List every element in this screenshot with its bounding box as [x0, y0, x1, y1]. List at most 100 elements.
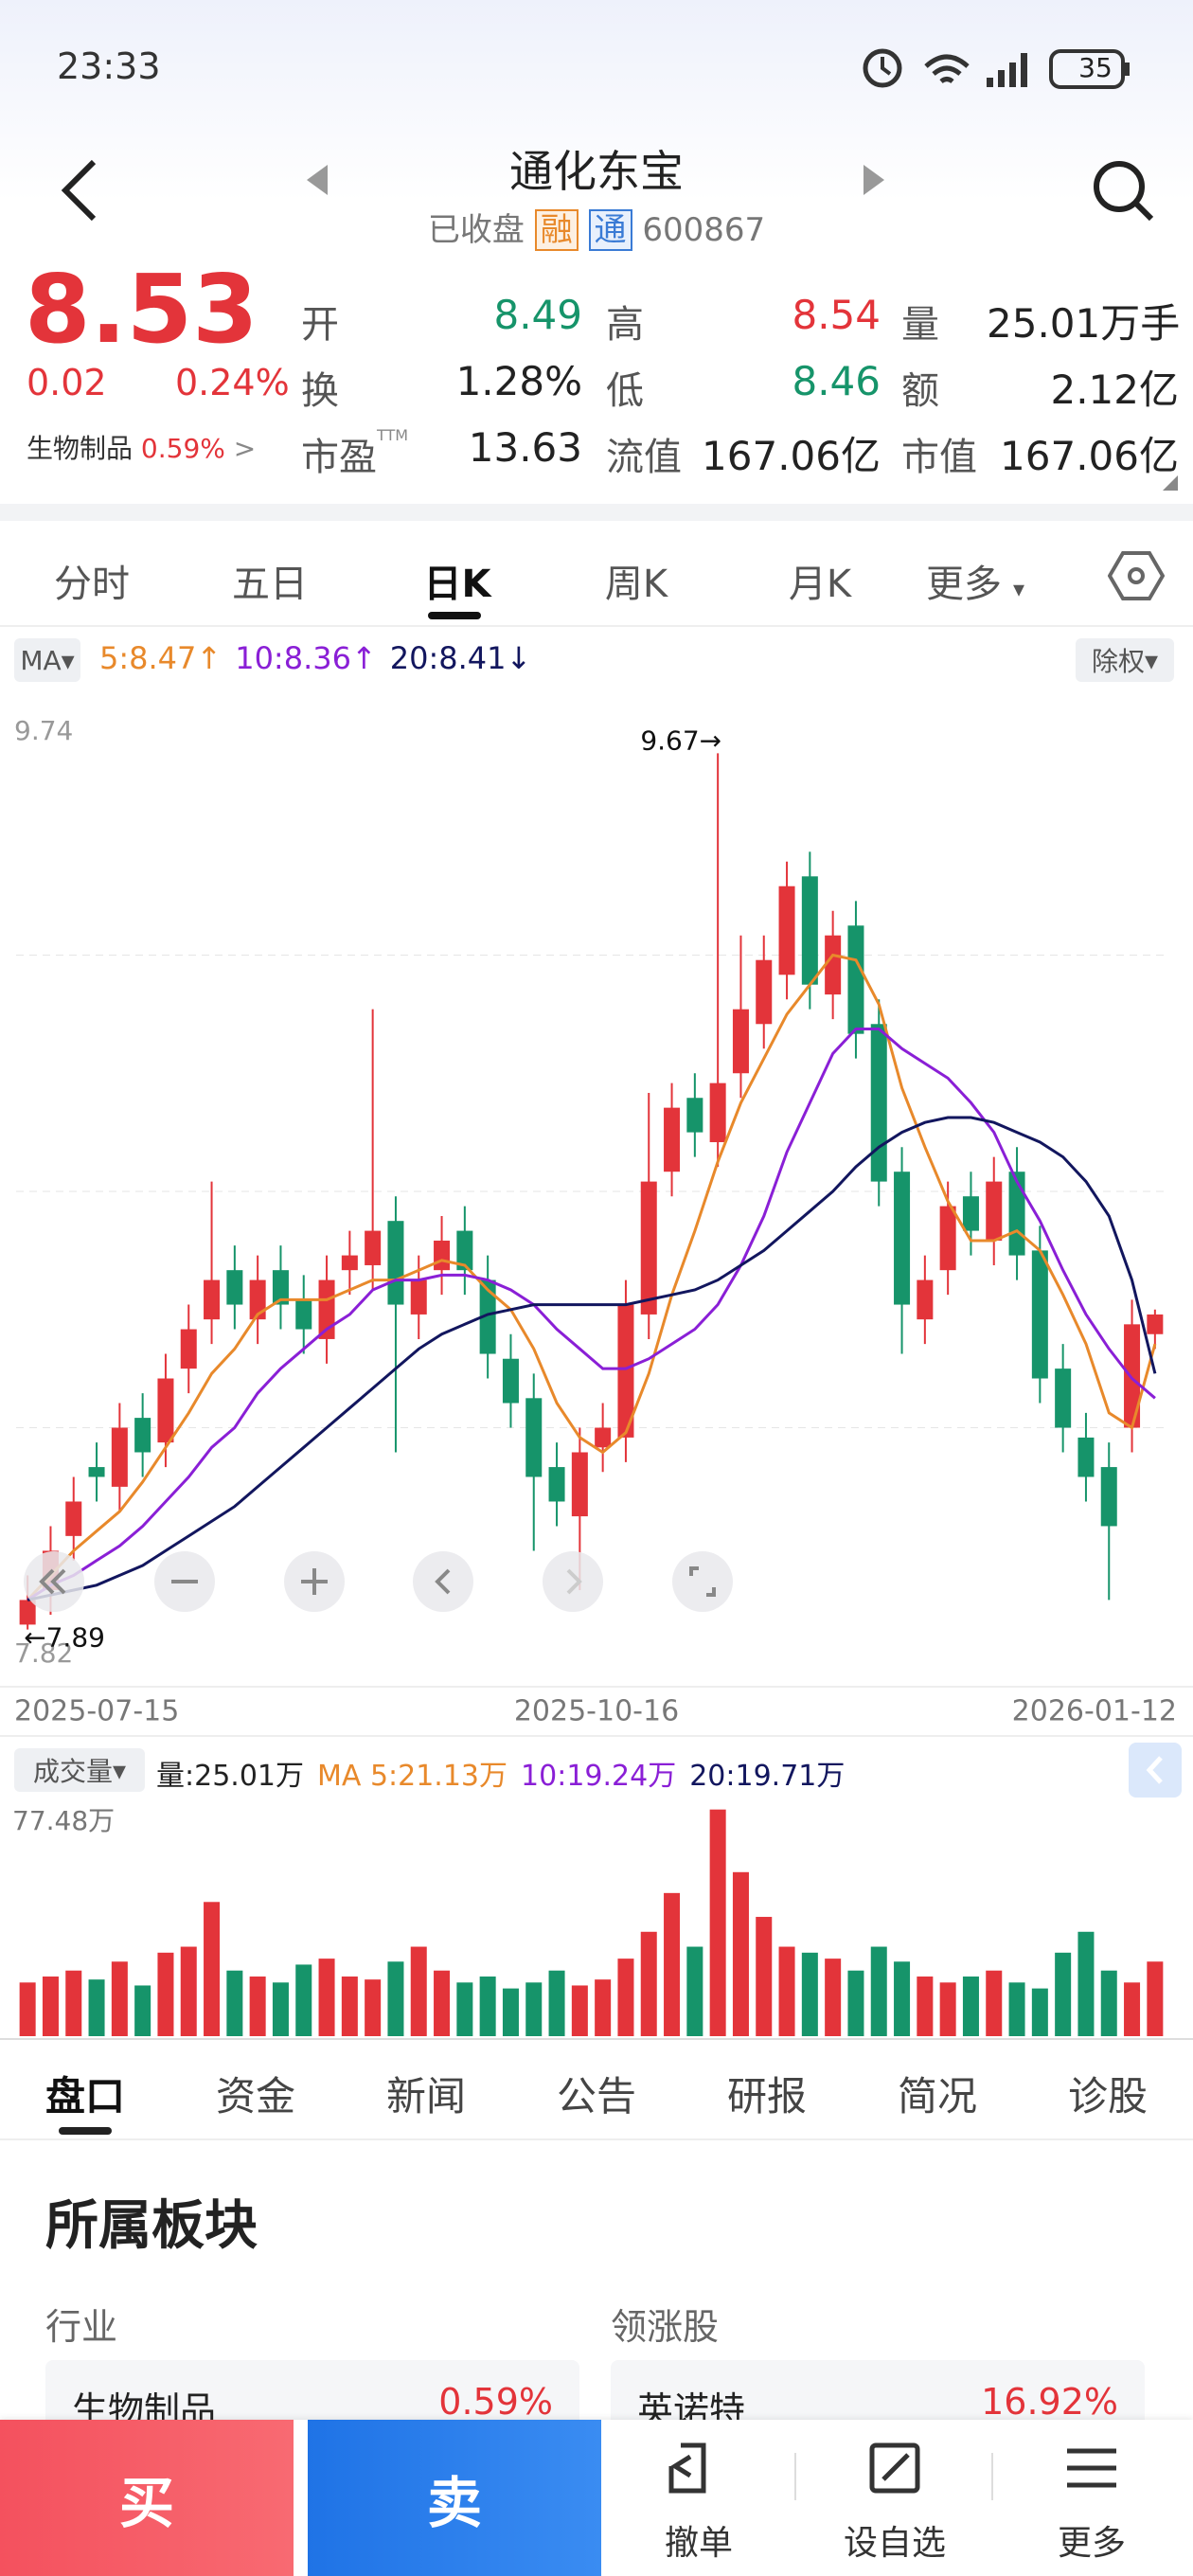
collapse-tab[interactable] — [1129, 1743, 1182, 1798]
scroll-left[interactable] — [413, 1551, 473, 1612]
buy-button[interactable]: 买 — [0, 2420, 294, 2576]
volume-bar — [939, 1982, 956, 2036]
field-value: 25.01万手 — [987, 300, 1181, 347]
detail-tab[interactable]: 简况 — [897, 2073, 978, 2120]
field-value: 167.06亿 — [702, 433, 881, 479]
field-label: 市值 — [901, 436, 977, 479]
volume-bar — [548, 1970, 565, 2036]
fullscreen[interactable] — [672, 1551, 733, 1612]
divider — [0, 625, 1193, 627]
field-value: 13.63 — [468, 424, 582, 471]
field-label: 高 — [606, 303, 644, 347]
search-button[interactable] — [1089, 156, 1157, 224]
ma-legend: 5:8.47↑ 10:8.36↑ 20:8.41↓ — [99, 640, 544, 676]
volume-bar — [479, 1977, 496, 2036]
scroll-right[interactable] — [543, 1551, 603, 1612]
sector-pct: 0.59% — [140, 433, 225, 464]
period-tab[interactable]: 五日 — [232, 563, 308, 606]
detail-tab[interactable]: 盘口 — [45, 2073, 126, 2120]
candle-body — [410, 1279, 427, 1315]
badge: 融 — [534, 209, 579, 251]
candle-body — [1100, 1467, 1117, 1527]
action-button[interactable]: 撤单 — [664, 2524, 734, 2563]
field-value: 8.46 — [792, 358, 881, 404]
ma-selector[interactable]: MA ▾ — [14, 638, 80, 682]
candle-body — [1031, 1250, 1048, 1379]
back-button[interactable] — [52, 156, 109, 223]
period-tab[interactable]: 更多 ▾ — [925, 563, 1025, 606]
header-bg — [0, 0, 1193, 502]
volume-bar — [249, 1977, 266, 2036]
volume-legend: 量:25.01万 MA 5:21.13万 10:19.24万 20:19.71万 — [156, 1752, 858, 1794]
volume-bar — [917, 1977, 934, 2036]
candle-body — [479, 1279, 496, 1354]
settings-button[interactable] — [1108, 547, 1165, 604]
candle-body — [1077, 1437, 1095, 1477]
stock-sub: 已收盘 融 通 600867 — [312, 204, 881, 251]
candle-body — [939, 1206, 956, 1271]
detail-tab[interactable]: 新闻 — [385, 2073, 467, 2120]
period-tab[interactable]: 日K — [423, 563, 491, 606]
ma-line — [27, 1116, 1157, 1601]
volume-bar — [525, 1982, 543, 2036]
adjust-selector[interactable]: 除权 ▾ — [1076, 638, 1174, 682]
stock-code: 600867 — [642, 211, 766, 249]
field-label-sup: TTM — [377, 426, 409, 444]
volume-bar — [456, 1982, 473, 2036]
volume-legend-item: 10:19.24万 — [521, 1760, 677, 1793]
volume-bar — [686, 1946, 703, 2036]
indicator-selector[interactable]: 成交量 ▾ — [14, 1748, 145, 1792]
candle-body — [986, 1181, 1003, 1241]
period-tab[interactable]: 月K — [788, 563, 852, 606]
period-tab[interactable]: 分时 — [54, 563, 130, 606]
field-value: 8.49 — [493, 292, 582, 338]
divider — [0, 2138, 1193, 2140]
volume-bar — [226, 1970, 243, 2036]
field-value: 8.54 — [792, 292, 881, 338]
expand-corner[interactable] — [1161, 474, 1180, 492]
candle-body — [962, 1196, 979, 1231]
volume-bar — [962, 1977, 979, 2036]
candle-body — [525, 1398, 543, 1477]
volume-bar — [1147, 1961, 1164, 2036]
action-button[interactable]: 设自选 — [843, 2524, 947, 2563]
candle-body — [157, 1378, 174, 1443]
detail-tab[interactable]: 诊股 — [1067, 2073, 1148, 2120]
sell-button[interactable]: 卖 — [308, 2420, 601, 2576]
candle-body — [825, 935, 842, 995]
sector-link[interactable]: 生物制品 0.59% > — [27, 428, 256, 466]
volume-bar — [204, 1902, 221, 2036]
leader-label: 领涨股 — [611, 2306, 720, 2348]
volume-bar — [180, 1946, 197, 2036]
candle-body — [434, 1240, 451, 1271]
volume-bar — [640, 1931, 657, 2036]
volume-bar — [272, 1982, 289, 2036]
volume-bar — [894, 1961, 911, 2036]
buy-label: 买 — [118, 2470, 174, 2535]
volume-bar — [341, 1977, 358, 2036]
candle-body — [65, 1501, 82, 1536]
field-label: 额 — [901, 369, 939, 413]
candle-body — [249, 1279, 266, 1320]
action-button[interactable]: 更多 — [1057, 2524, 1127, 2563]
volume-bar — [1055, 1952, 1072, 2036]
divider — [0, 1735, 1193, 1737]
detail-tab[interactable]: 公告 — [556, 2073, 637, 2120]
candle-body — [88, 1467, 105, 1477]
ma-label: MA — [20, 644, 62, 676]
volume-bar — [1100, 1970, 1117, 2036]
candle-body — [134, 1418, 151, 1453]
volume-bar — [847, 1970, 864, 2036]
detail-tab[interactable]: 研报 — [726, 2073, 808, 2120]
next-stock[interactable] — [860, 163, 888, 197]
industry-label: 行业 — [45, 2306, 118, 2348]
volume-bar — [986, 1970, 1003, 2036]
volume-bar — [1008, 1982, 1025, 2036]
detail-tab[interactable]: 资金 — [215, 2073, 296, 2120]
volume-bar — [617, 1959, 634, 2036]
candle-body — [180, 1329, 197, 1369]
period-tab[interactable]: 周K — [604, 563, 668, 606]
prev-stock[interactable] — [303, 163, 331, 197]
status-time: 23:33 — [57, 45, 161, 87]
